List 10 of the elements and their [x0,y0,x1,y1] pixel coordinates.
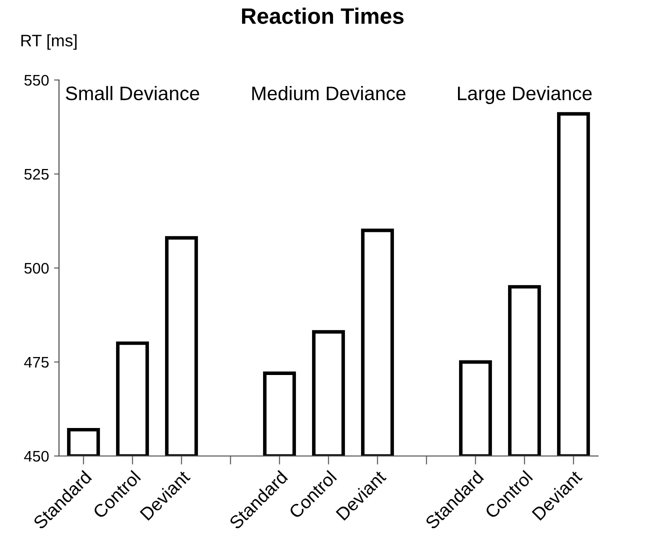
y-tick-label: 500 [24,262,49,274]
annotation: Medium Deviance [252,86,406,100]
y-tick-label: 550 [24,74,49,86]
y-tick-label: 475 [24,357,49,368]
y-axis-title: RT [ms] [21,34,77,50]
annotation: Large Deviance [458,86,592,104]
y-tick-label: 450 [24,450,49,462]
annotation: Small Deviance [66,86,200,100]
y-tick-label: 525 [24,168,49,180]
chart-title: Reaction Times [242,8,404,24]
